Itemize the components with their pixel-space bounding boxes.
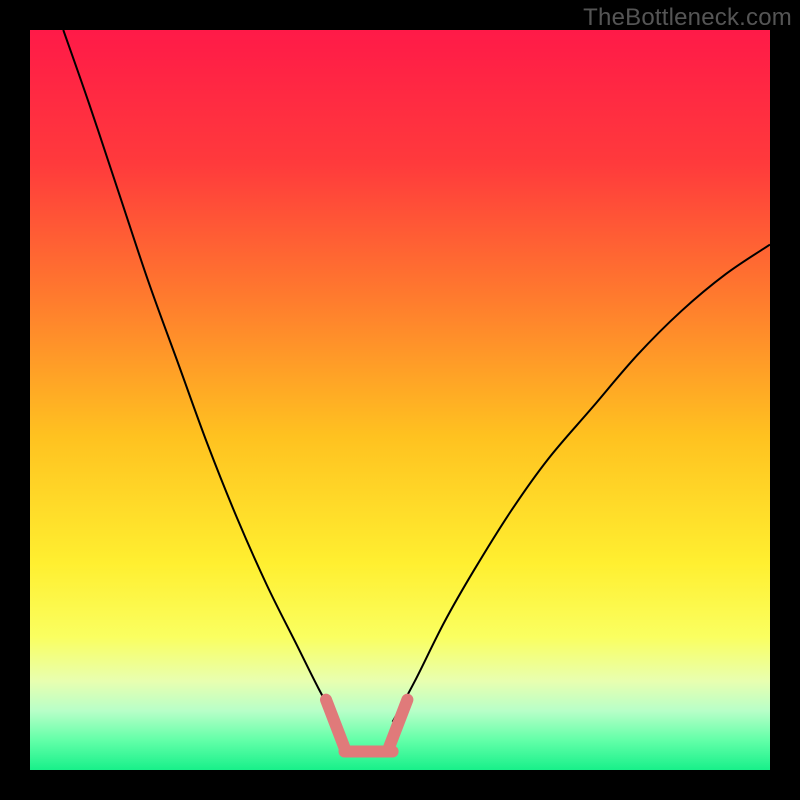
plot-area (30, 30, 770, 770)
chart-stage: TheBottleneck.com (0, 0, 800, 800)
gradient-background (30, 30, 770, 770)
watermark-text: TheBottleneck.com (583, 4, 792, 32)
plot-svg (30, 30, 770, 770)
